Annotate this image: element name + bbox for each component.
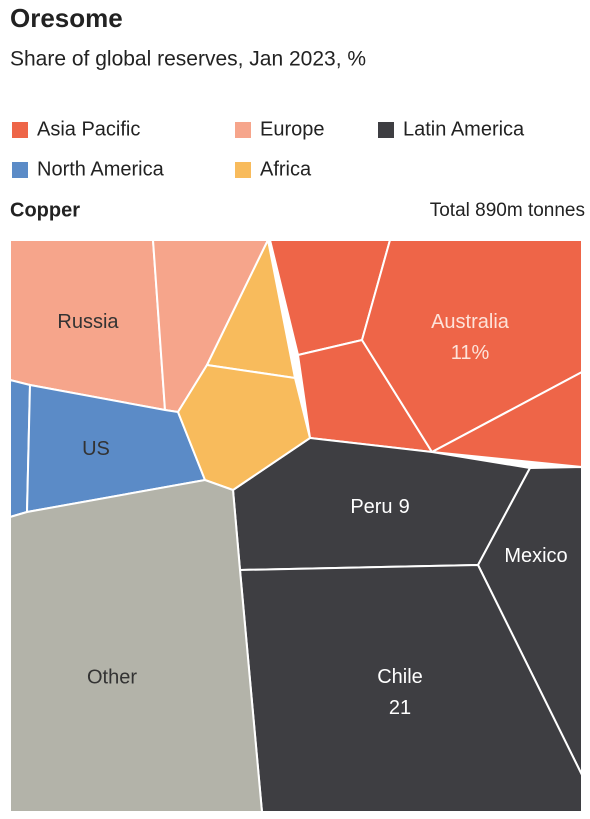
cell-name: US bbox=[82, 438, 110, 460]
value-label: 21 bbox=[389, 697, 411, 719]
legend-swatch bbox=[12, 122, 28, 138]
legend-swatch bbox=[235, 122, 251, 138]
cell-label: Peru 9 bbox=[350, 496, 409, 518]
value-label: 9 bbox=[399, 496, 410, 518]
cell-label: Chile 21 bbox=[377, 666, 423, 719]
cell bbox=[428, 370, 583, 469]
panel-title: Copper bbox=[10, 199, 80, 221]
legend-swatch bbox=[12, 162, 28, 178]
cell-label: US bbox=[82, 438, 110, 460]
legend-swatch bbox=[378, 122, 394, 138]
legend-label: Latin America bbox=[403, 118, 525, 140]
cell-label: Australia 11% bbox=[431, 311, 510, 364]
chart-subtitle: Share of global reserves, Jan 2023, % bbox=[10, 48, 366, 71]
legend-swatch bbox=[235, 162, 251, 178]
legend-label: Asia Pacific bbox=[37, 118, 140, 140]
value-label: 11% bbox=[451, 342, 490, 364]
cell-name: Chile bbox=[377, 666, 423, 688]
cell-name: Australia bbox=[431, 311, 510, 333]
cell-name: Peru bbox=[350, 496, 392, 518]
total: Total 890m tonnes bbox=[430, 200, 585, 221]
total-value: 890m tonnes bbox=[475, 200, 585, 221]
legend-label: Africa bbox=[260, 158, 312, 180]
cell-name: Mexico bbox=[504, 545, 567, 567]
cell-label: Other bbox=[87, 666, 137, 688]
cell-label: Mexico bbox=[504, 545, 567, 567]
cell bbox=[9, 478, 264, 813]
cell-name: Russia bbox=[57, 311, 119, 333]
legend-label: North America bbox=[37, 158, 165, 180]
legend-label: Europe bbox=[260, 118, 325, 140]
chart-title: Oresome bbox=[10, 3, 123, 33]
total-label: Total bbox=[430, 200, 470, 221]
cell-label: Russia bbox=[57, 311, 119, 333]
